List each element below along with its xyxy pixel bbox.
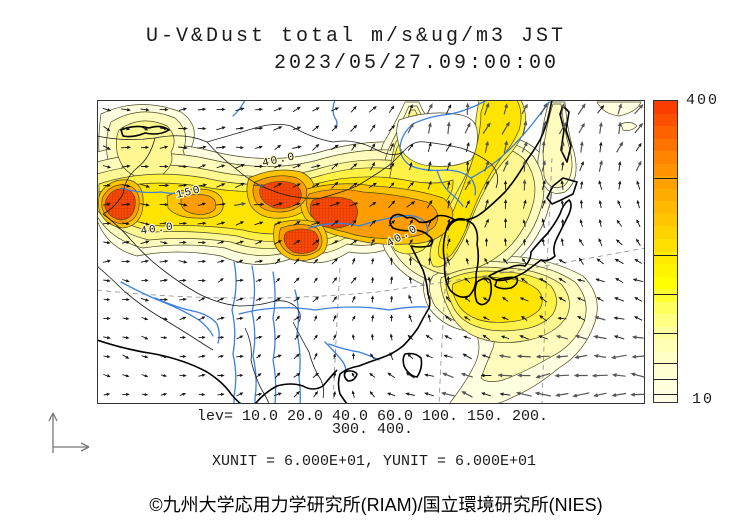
colorbar-segment xyxy=(654,176,677,189)
colorbar-segment xyxy=(654,101,677,114)
colorbar-segment xyxy=(654,314,677,327)
colorbar-segment xyxy=(654,151,677,164)
axes-indicator-icon xyxy=(48,412,90,453)
contour-levels-line2: 300. 400. xyxy=(332,421,414,438)
colorbar-segment xyxy=(654,377,677,390)
colorbar-max-label: 400 xyxy=(686,92,720,109)
colorbar-segment xyxy=(654,389,677,403)
colorbar-tick xyxy=(654,255,677,257)
colorbar-tick xyxy=(654,293,677,295)
colorbar-segment xyxy=(654,226,677,240)
country-borders xyxy=(97,124,499,404)
colorbar-segment xyxy=(654,201,677,214)
copyright-text: ©九州大学応用力学研究所(RIAM)/国立環境研究所(NIES) xyxy=(149,495,603,515)
colorbar-segment xyxy=(654,113,677,127)
colorbar-tick xyxy=(654,178,677,180)
wind-vectors xyxy=(102,102,645,398)
contour-levels-line1: lev= 10.0 20.0 40.0 60.0 100. 150. 200. xyxy=(197,408,549,425)
colorbar-segment xyxy=(654,351,677,365)
colorbar-segment xyxy=(654,163,677,177)
colorbar-segment xyxy=(654,239,677,252)
colorbar-tick xyxy=(654,363,677,365)
colorbar-segment xyxy=(654,251,677,265)
colorbar-segment xyxy=(654,138,677,152)
colorbar-segment xyxy=(654,289,677,302)
colorbar-segment xyxy=(654,276,677,290)
colorbar-segment xyxy=(654,264,677,277)
coastlines xyxy=(97,100,578,404)
colorbar-tick xyxy=(654,332,677,334)
colorbar-tick xyxy=(654,394,677,396)
graticule-lines xyxy=(97,157,645,404)
colorbar-segment xyxy=(654,188,677,202)
colorbar-segment xyxy=(654,301,677,315)
dust-free-hole xyxy=(396,112,478,167)
colorbar-segment xyxy=(654,339,677,352)
colorbar-segment xyxy=(654,364,677,378)
dust-map: 150 40.0 40.0 40.0 xyxy=(97,100,645,404)
dust-contour-fills xyxy=(97,100,642,404)
plot-timestamp: 2023/05/27.09:00:00 xyxy=(274,52,560,75)
colorbar-min-label: 10 xyxy=(692,391,715,408)
colorbar xyxy=(653,100,678,403)
colorbar-segment xyxy=(654,126,677,139)
unit-scale-text: XUNIT = 6.000E+01, YUNIT = 6.000E+01 xyxy=(212,453,537,470)
colorbar-segment xyxy=(654,213,677,227)
plot-title: U-V&Dust total m/s&ug/m3 JST xyxy=(146,25,567,48)
colorbar-tick xyxy=(654,378,677,380)
